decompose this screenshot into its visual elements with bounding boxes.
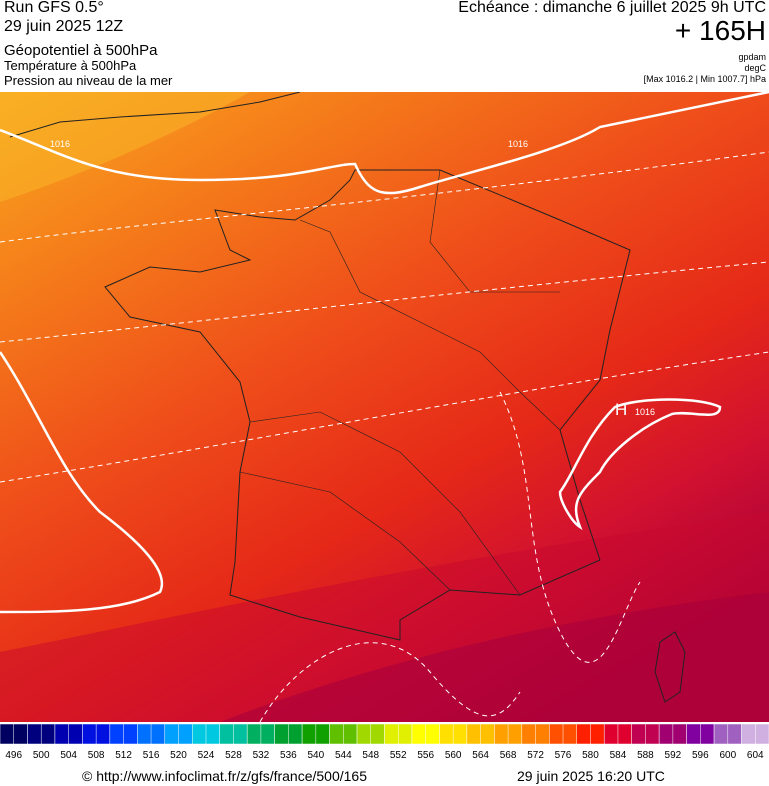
colorbar-tick-label: 536	[280, 750, 297, 761]
colorbar-tick-label: 568	[500, 750, 517, 761]
isobars	[0, 92, 769, 614]
colorbar-tick-label: 524	[198, 750, 215, 761]
colorbar-tick-label: 564	[472, 750, 489, 761]
generated-time: 29 juin 2025 16:20 UTC	[517, 768, 665, 784]
isobar-label: 1016	[508, 139, 528, 149]
subtitle: Température à 500hPa	[4, 58, 137, 73]
isobar-label: 1016	[635, 407, 655, 417]
subtitle: Pression au niveau de la mer	[4, 73, 173, 88]
unit: degC	[744, 63, 766, 73]
colorbar: 496 500 504 508 512 516 520 524 528 532 536 540 544 5…	[0, 723, 769, 761]
colorbar-tick-label: 512	[115, 750, 132, 761]
colorbar-tick-label: 604	[747, 750, 764, 761]
valid-time: Echéance : dimanche 6 juillet 2025 9h UT…	[458, 0, 766, 16]
temperature-band	[0, 92, 250, 202]
colorbar-tick-label: 548	[362, 750, 379, 761]
colorbar-tick-label: 572	[527, 750, 544, 761]
colorbar-tick-label: 540	[307, 750, 324, 761]
run-name: Run GFS 0.5°	[4, 0, 104, 16]
title: Géopotentiel à 500hPa	[4, 42, 158, 59]
colorbar-tick-label: 528	[225, 750, 242, 761]
colorbar-tick-label: 592	[665, 750, 682, 761]
colorbar-tick-label: 556	[417, 750, 434, 761]
lead-time: + 165H	[674, 15, 766, 46]
source: © http://www.infoclimat.fr/z/gfs/france/…	[82, 768, 367, 784]
unit: [Max 1016.2 | Min 1007.7] hPa	[643, 74, 766, 84]
colorbar-tick-label: 576	[555, 750, 572, 761]
run-date: 29 juin 2025 12Z	[4, 18, 124, 35]
isobar-label: 1016	[50, 139, 70, 149]
colorbar-tick-label: 560	[445, 750, 462, 761]
colorbar-tick-label: 588	[637, 750, 654, 761]
colorbar-tick-label: 516	[143, 750, 160, 761]
high-pressure-label: H	[615, 400, 627, 419]
coastlines	[9, 92, 686, 703]
colorbar-tick-label: 596	[692, 750, 709, 761]
colorbar-tick-label: 580	[582, 750, 599, 761]
colorbar-tick-label: 496	[5, 750, 22, 761]
temperature-contours	[0, 151, 769, 722]
temperature-band	[220, 592, 769, 722]
map: 1016 1016 1016 H	[0, 92, 769, 722]
unit: gpdam	[738, 52, 766, 62]
colorbar-tick-label: 504	[60, 750, 77, 761]
colorbar-tick-label: 584	[610, 750, 627, 761]
colorbar-tick-label: 532	[253, 750, 270, 761]
colorbar-tick-label: 500	[33, 750, 50, 761]
colorbar-tick-label: 508	[88, 750, 105, 761]
colorbar-tick-label: 600	[719, 750, 736, 761]
colorbar-tick-label: 544	[335, 750, 352, 761]
colorbar-tick-label: 552	[390, 750, 407, 761]
colorbar-tick-label: 520	[170, 750, 187, 761]
